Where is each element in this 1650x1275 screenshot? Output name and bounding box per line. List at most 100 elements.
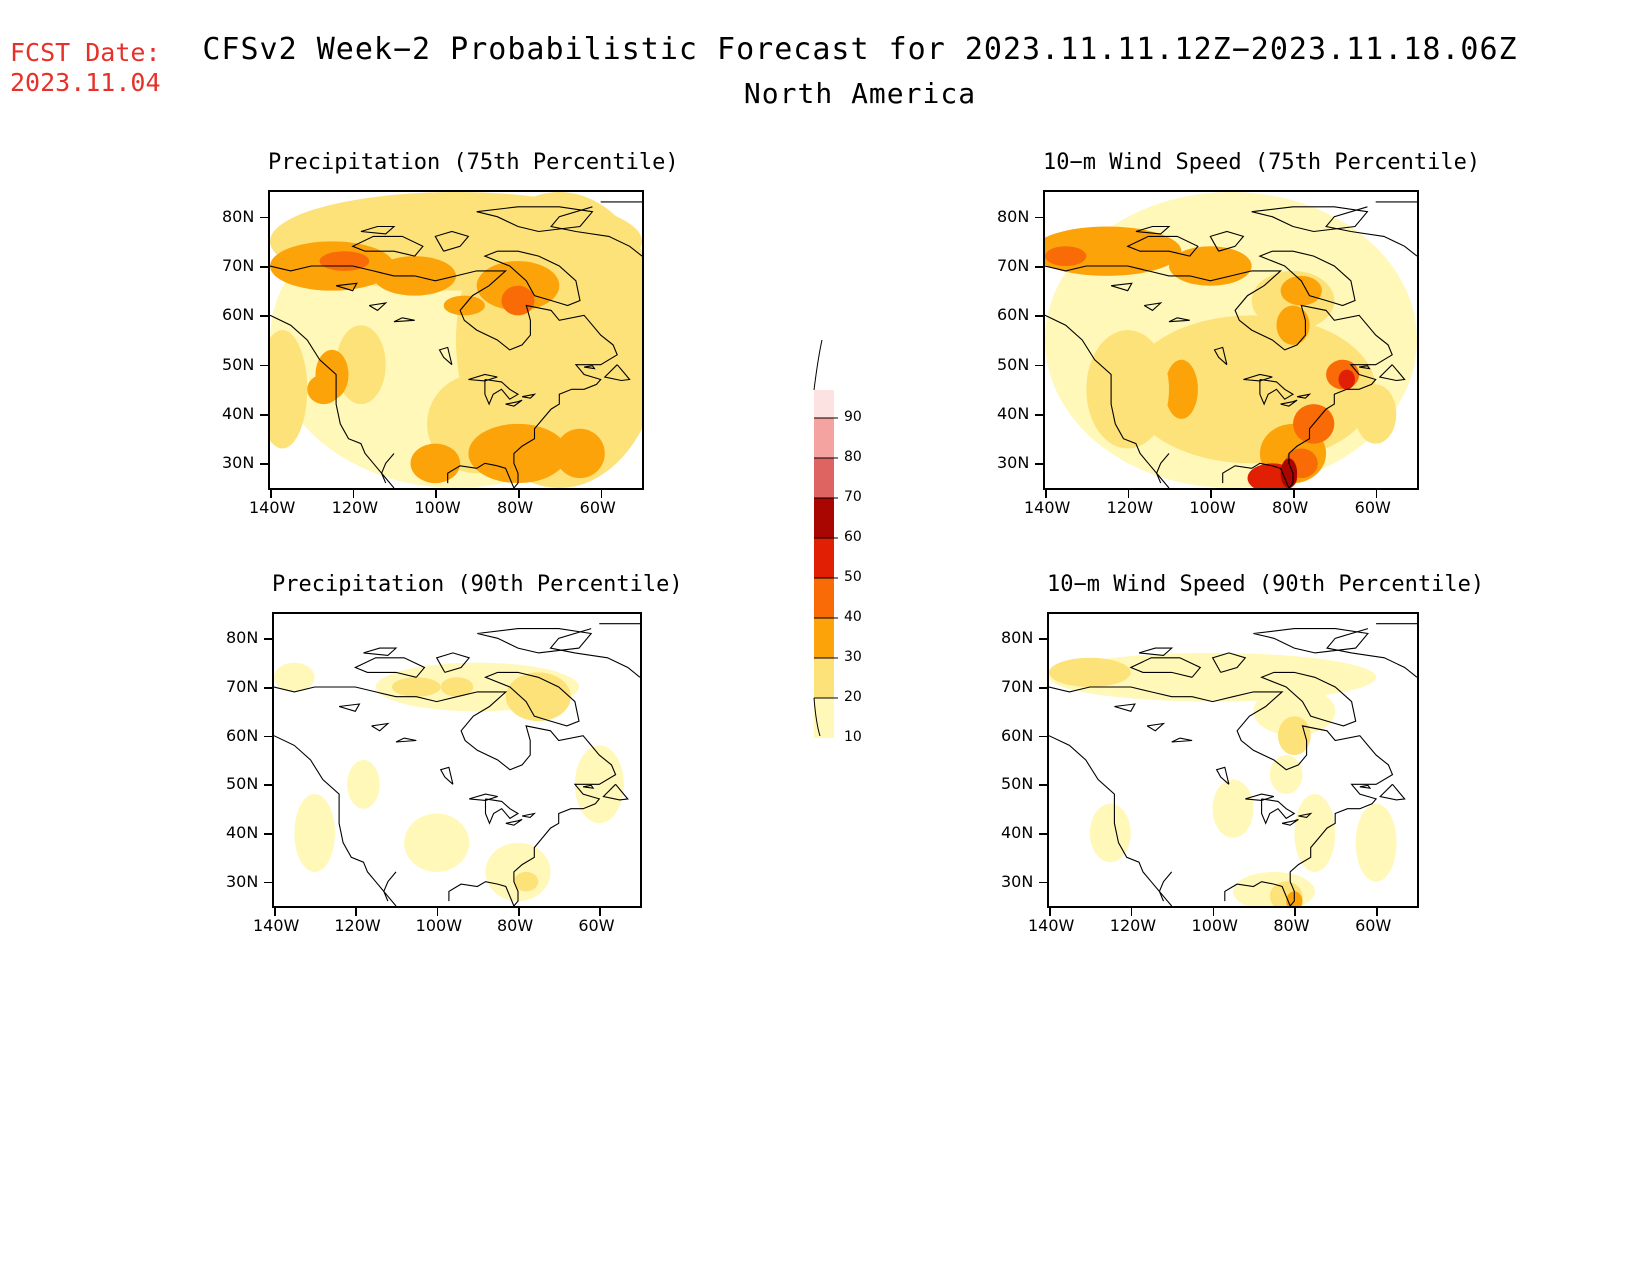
colorbar-label: 70 [844, 489, 862, 505]
coastline [1114, 703, 1136, 712]
lon-label: 120W [1106, 498, 1154, 517]
colorbar-scale [813, 339, 838, 738]
lat-label: 50N [1001, 774, 1034, 794]
coastline [549, 628, 640, 678]
coastline [599, 623, 640, 625]
lat-tick [264, 784, 272, 786]
lat-label: 60N [1001, 725, 1034, 745]
coastline [1143, 302, 1163, 312]
colorbar-label: 80 [844, 449, 862, 465]
lon-tick [1045, 490, 1047, 498]
colorbar-swatch [814, 418, 834, 458]
field-contour [468, 423, 568, 484]
lat-tick [1039, 833, 1047, 835]
coastline [335, 282, 358, 292]
coastline [1045, 265, 1393, 488]
colorbar-swatch [814, 618, 834, 658]
lon-tick [1376, 908, 1378, 916]
lat-tick [1039, 881, 1047, 884]
probability-field [270, 192, 642, 488]
field-contour [513, 871, 539, 892]
lat-label: 30N [997, 453, 1030, 473]
field-contour [1045, 246, 1087, 266]
coastline [469, 793, 498, 801]
lon-tick [1375, 490, 1378, 498]
lat-label: 30N [1001, 871, 1034, 891]
lon-tick [270, 490, 272, 498]
lon-tick [355, 908, 357, 916]
field-contour [1049, 657, 1131, 687]
lon-label: 140W [1024, 498, 1071, 517]
coastline [1260, 671, 1357, 727]
lat-label: 80N [222, 206, 255, 226]
field-contour [1164, 359, 1198, 419]
lat-tick [1035, 463, 1043, 465]
coastline [484, 378, 520, 406]
coastline [1280, 399, 1298, 407]
lat-tick [260, 216, 268, 219]
coastline [602, 783, 629, 801]
lon-label: 140W [1028, 916, 1075, 935]
coastline [351, 235, 424, 257]
lon-label: 60W [1355, 916, 1392, 935]
forecast-date-label: FCST Date: [10, 38, 161, 67]
coastline [484, 671, 580, 727]
colorbar-swatch [814, 698, 834, 738]
lat-tick [260, 315, 268, 317]
colorbar-label: 10 [844, 729, 862, 745]
coastline [1245, 793, 1275, 801]
lat-label: 80N [1001, 628, 1034, 648]
field-contour [1276, 305, 1310, 345]
lat-label: 40N [226, 823, 259, 842]
colorbar-label: 60 [844, 529, 862, 545]
lat-label: 60N [226, 725, 259, 745]
coastline [1209, 230, 1245, 252]
field-contour [1294, 794, 1336, 872]
lat-label: 40N [1001, 823, 1034, 842]
map-area [1043, 190, 1419, 490]
lat-label: 50N [222, 354, 255, 374]
lat-label: 70N [222, 256, 255, 275]
field-contour [1269, 755, 1303, 795]
coastline [395, 737, 417, 743]
coastline [521, 812, 537, 818]
lon-tick [518, 490, 520, 498]
coastline [483, 250, 581, 307]
map-panel: 10−m Wind Speed (75th Percentile) 80N 70N 6… [997, 150, 1480, 517]
lon-tick [1049, 908, 1051, 916]
coastline [1296, 393, 1312, 399]
coastline [274, 686, 617, 906]
map-area [1047, 612, 1419, 908]
lat-tick [1039, 687, 1047, 689]
coastline [353, 657, 426, 678]
coastline [584, 365, 596, 370]
probability-field [274, 623, 640, 906]
coastline [270, 265, 618, 488]
coastline [1359, 784, 1372, 789]
coastline [1110, 282, 1133, 292]
field-contour [336, 325, 386, 405]
field-contour [347, 760, 380, 809]
lon-tick [1127, 490, 1130, 498]
colorbar-label: 90 [844, 409, 862, 425]
coastline [1215, 766, 1230, 785]
coastline [582, 784, 595, 789]
lon-tick [1294, 908, 1296, 916]
colorbar-swatch [814, 498, 834, 538]
lat-tick [260, 463, 268, 465]
lat-label: 80N [226, 628, 259, 648]
lat-tick [1035, 315, 1043, 317]
probability-field [1045, 192, 1417, 488]
coastline [363, 647, 398, 656]
colorbar-label: 40 [844, 609, 862, 625]
lat-label: 40N [222, 404, 255, 423]
coastline [360, 225, 396, 235]
coastline [1213, 346, 1228, 366]
lon-label: 80W [497, 498, 534, 517]
lon-tick [1210, 490, 1212, 498]
lon-tick [435, 490, 437, 498]
colorbar-swatch [814, 390, 834, 418]
coastline [468, 373, 498, 382]
lat-tick [264, 833, 272, 835]
coastline [1171, 737, 1193, 743]
